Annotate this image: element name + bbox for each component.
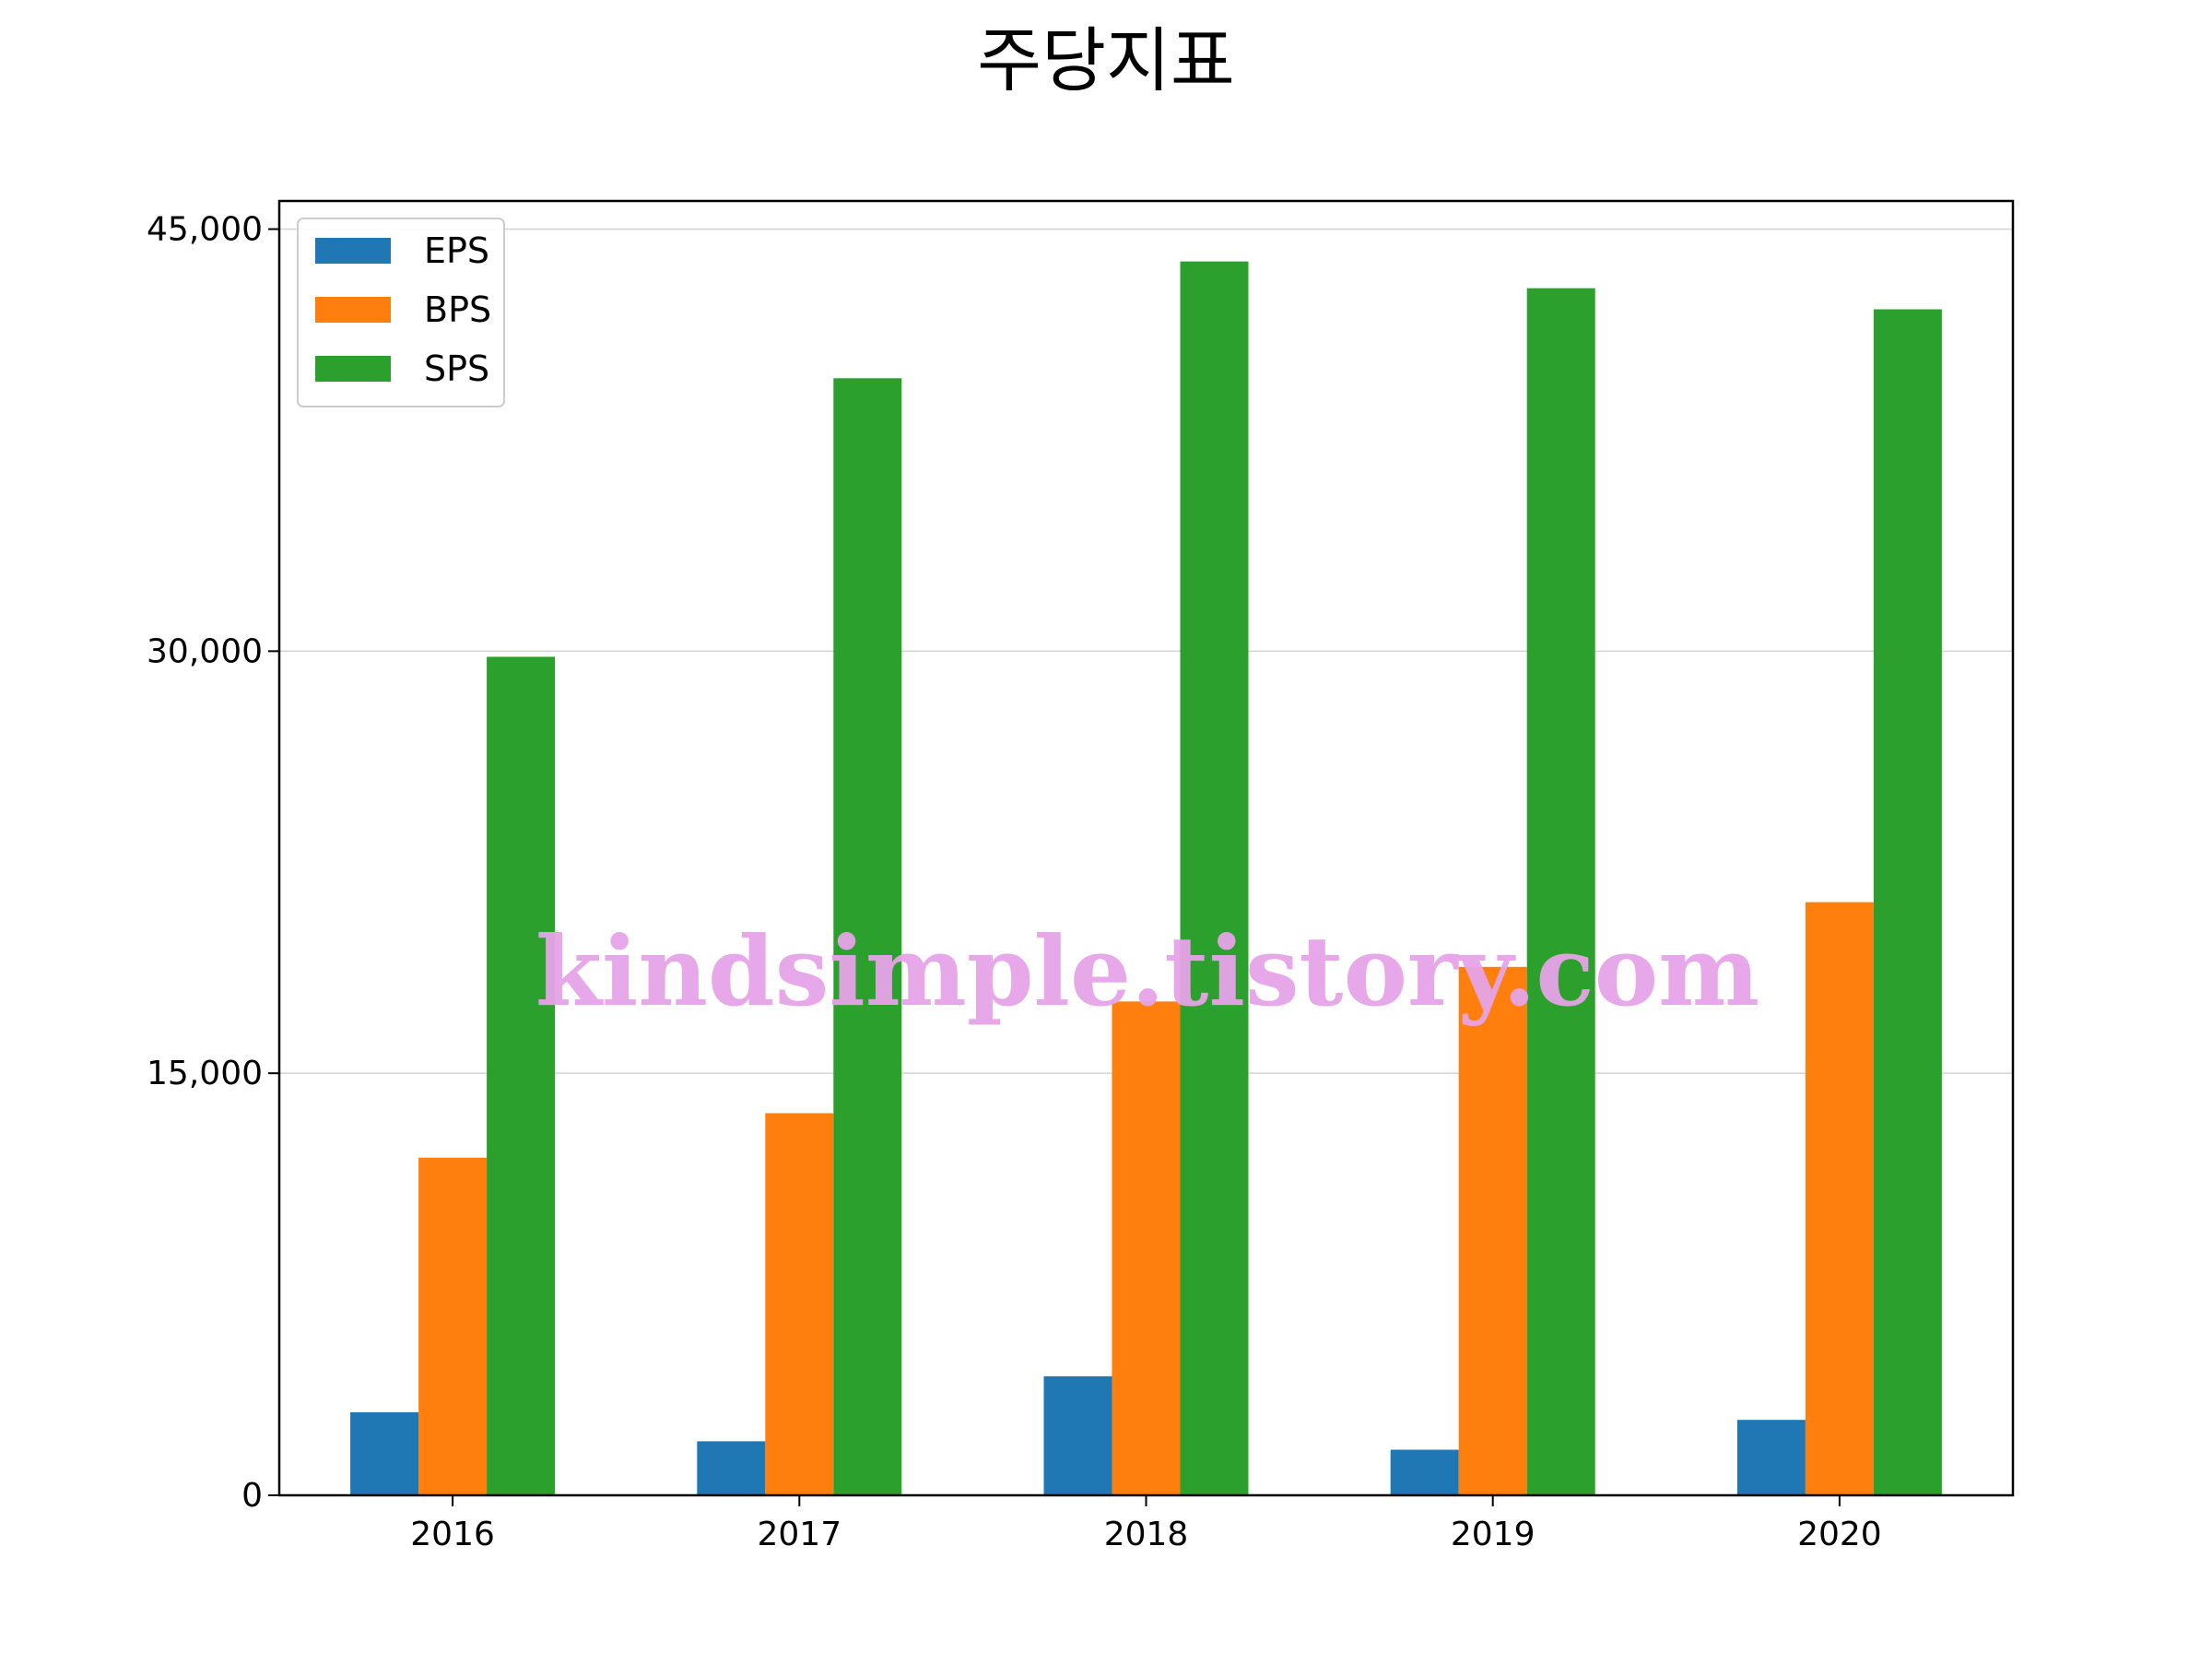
x-tick-label: 2019: [1451, 1516, 1535, 1553]
x-tick-label: 2018: [1104, 1516, 1189, 1553]
legend-swatch-sps: [315, 356, 391, 382]
x-tick-label: 2017: [757, 1516, 841, 1553]
bar-bps-2018: [1112, 1001, 1181, 1495]
legend-label-bps: BPS: [424, 289, 491, 330]
bar-bps-2016: [418, 1157, 488, 1495]
legend-label-sps: SPS: [424, 348, 489, 389]
bar-bps-2019: [1458, 966, 1527, 1495]
bar-eps-2016: [350, 1411, 419, 1495]
x-tick-label: 2016: [410, 1516, 495, 1553]
bar-sps-2017: [833, 378, 902, 1495]
bars: [350, 261, 1942, 1496]
y-tick-label: 30,000: [147, 632, 263, 670]
bar-eps-2019: [1390, 1449, 1459, 1495]
bar-sps-2020: [1873, 309, 1942, 1496]
y-tick-label: 15,000: [147, 1055, 263, 1092]
bar-bps-2017: [765, 1113, 834, 1495]
bar-sps-2016: [487, 656, 556, 1495]
legend-swatch-eps: [315, 238, 391, 264]
watermark-text: kindsimple.tistory.com: [535, 915, 1759, 1028]
chart-title: 주당지표: [977, 19, 1235, 101]
axes: 0 15,000 30,000 45,000 2016 2017 2018 2019 2020: [147, 211, 1882, 1553]
bar-eps-2018: [1043, 1375, 1112, 1495]
bar-eps-2020: [1736, 1420, 1806, 1495]
y-tick-label: 0: [241, 1477, 263, 1515]
bar-sps-2018: [1180, 261, 1249, 1496]
bar-eps-2017: [697, 1441, 766, 1495]
legend: EPS BPS SPS: [297, 218, 505, 407]
bar-sps-2019: [1526, 288, 1595, 1495]
legend-swatch-bps: [315, 297, 391, 323]
bar-bps-2020: [1805, 902, 1874, 1495]
y-tick-label: 45,000: [147, 211, 263, 249]
x-tick-label: 2020: [1797, 1516, 1882, 1553]
legend-label-eps: EPS: [424, 230, 489, 271]
